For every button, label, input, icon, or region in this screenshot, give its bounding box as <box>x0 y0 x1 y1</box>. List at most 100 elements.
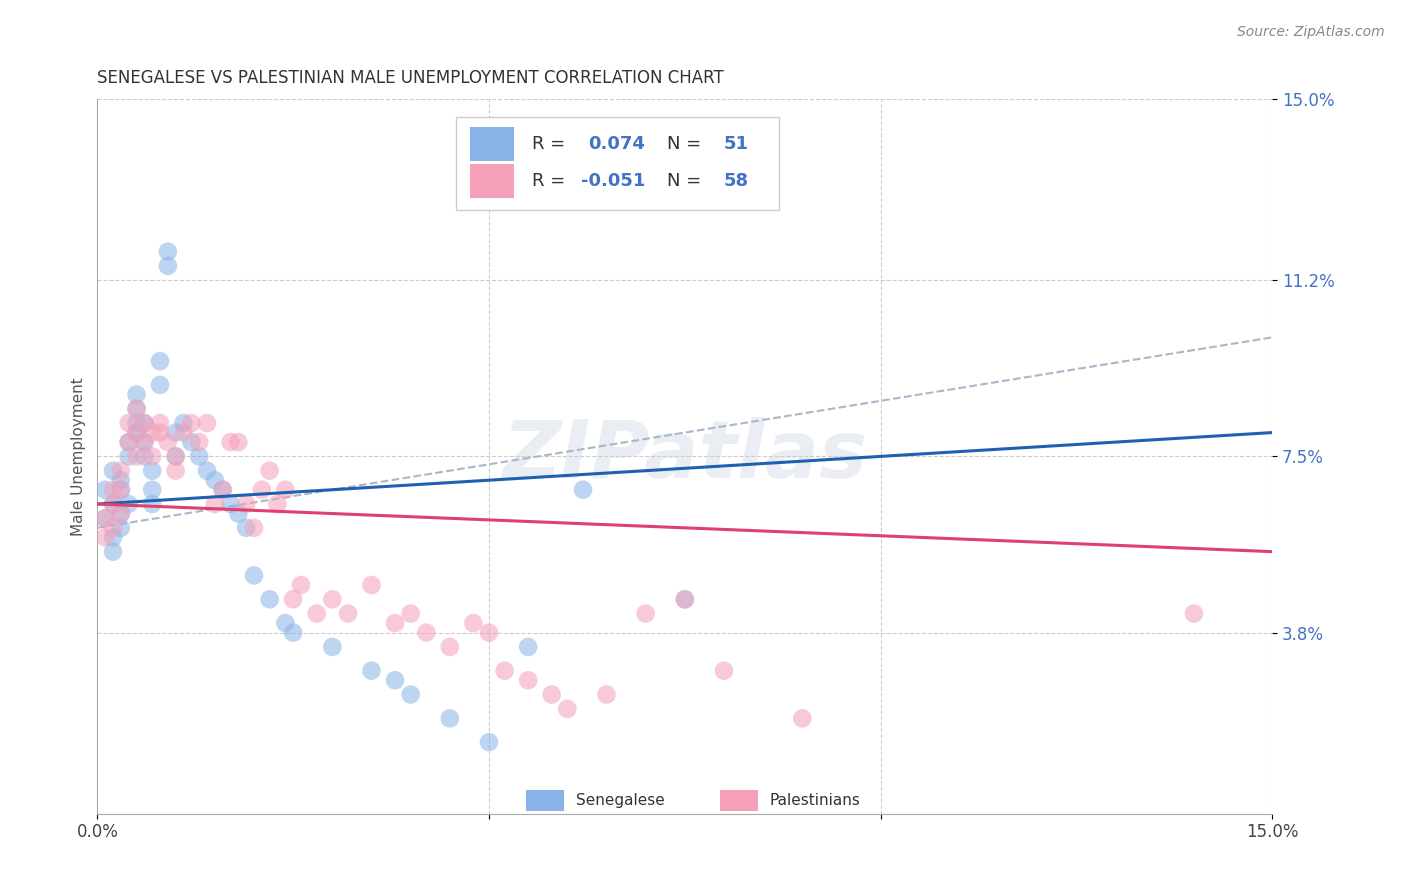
Point <box>110 473 132 487</box>
Point <box>250 483 273 497</box>
Point <box>94 483 117 497</box>
Point <box>235 521 257 535</box>
Point <box>321 640 343 654</box>
Point <box>101 521 124 535</box>
Point <box>211 483 233 497</box>
Point <box>572 483 595 497</box>
Point <box>439 711 461 725</box>
Point <box>274 483 297 497</box>
FancyBboxPatch shape <box>720 790 758 812</box>
Point <box>283 592 305 607</box>
Point <box>283 625 305 640</box>
Point <box>125 401 148 416</box>
Point <box>494 664 516 678</box>
Point <box>337 607 360 621</box>
Point <box>125 450 148 464</box>
Point <box>110 507 132 521</box>
Point <box>274 616 297 631</box>
Point <box>110 521 132 535</box>
Point <box>219 435 242 450</box>
Point <box>141 450 163 464</box>
Point <box>165 425 187 440</box>
Point <box>540 688 562 702</box>
Point <box>259 464 281 478</box>
Point <box>180 435 202 450</box>
FancyBboxPatch shape <box>470 127 515 161</box>
Point <box>156 259 179 273</box>
Point <box>125 401 148 416</box>
Point <box>165 450 187 464</box>
Text: 0.074: 0.074 <box>589 136 645 153</box>
Point <box>195 464 218 478</box>
Point <box>219 497 242 511</box>
Point <box>134 435 156 450</box>
Point <box>101 544 124 558</box>
Point <box>360 578 382 592</box>
Point <box>110 507 132 521</box>
Text: Palestinians: Palestinians <box>769 793 860 808</box>
Point <box>149 354 172 368</box>
Point <box>1182 607 1205 621</box>
Point <box>141 464 163 478</box>
Text: R =: R = <box>531 136 571 153</box>
Point <box>673 592 696 607</box>
Point <box>290 578 312 592</box>
Point <box>125 416 148 430</box>
Point <box>195 416 218 430</box>
Point <box>713 664 735 678</box>
Point <box>228 435 250 450</box>
Point <box>101 464 124 478</box>
Point <box>125 425 148 440</box>
Y-axis label: Male Unemployment: Male Unemployment <box>72 377 86 536</box>
Point <box>165 450 187 464</box>
Point <box>149 425 172 440</box>
Point <box>399 688 422 702</box>
Point <box>517 673 540 688</box>
Point <box>101 530 124 544</box>
Point <box>94 511 117 525</box>
Point <box>792 711 814 725</box>
Point <box>211 483 233 497</box>
Point <box>204 473 226 487</box>
Point <box>321 592 343 607</box>
Text: N =: N = <box>668 172 707 190</box>
Point <box>110 483 132 497</box>
FancyBboxPatch shape <box>456 117 779 210</box>
Point <box>149 378 172 392</box>
Point <box>134 416 156 430</box>
Point <box>173 425 195 440</box>
Point <box>595 688 617 702</box>
Text: ZIPatlas: ZIPatlas <box>502 417 868 495</box>
Point <box>125 387 148 401</box>
Point <box>259 592 281 607</box>
Point <box>118 435 141 450</box>
Point <box>110 464 132 478</box>
Point <box>101 497 124 511</box>
Point <box>243 568 266 582</box>
Point <box>360 664 382 678</box>
Text: Source: ZipAtlas.com: Source: ZipAtlas.com <box>1237 25 1385 39</box>
Point <box>141 497 163 511</box>
Point <box>134 435 156 450</box>
Point <box>141 425 163 440</box>
Point <box>125 425 148 440</box>
Text: Senegalese: Senegalese <box>575 793 664 808</box>
Point <box>101 497 124 511</box>
Point <box>156 244 179 259</box>
Text: R =: R = <box>531 172 571 190</box>
Point <box>118 435 141 450</box>
Point <box>235 497 257 511</box>
Point <box>165 464 187 478</box>
Point <box>463 616 485 631</box>
Point <box>156 435 179 450</box>
FancyBboxPatch shape <box>470 164 515 199</box>
Point <box>101 483 124 497</box>
Point <box>384 673 406 688</box>
Point <box>118 416 141 430</box>
Point <box>141 483 163 497</box>
Point <box>399 607 422 621</box>
Point <box>557 702 579 716</box>
Point <box>94 511 117 525</box>
Point <box>149 416 172 430</box>
Point <box>478 735 501 749</box>
